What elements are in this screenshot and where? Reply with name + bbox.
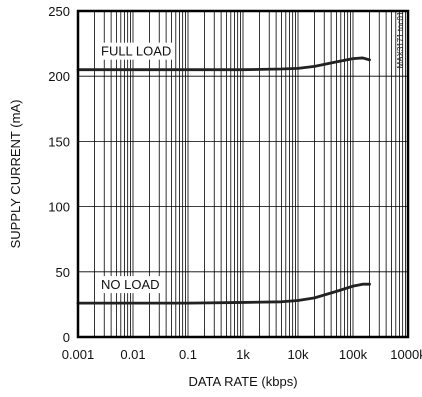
x-axis-title: DATA RATE (kbps) (188, 374, 297, 389)
plot-frame (76, 9, 410, 339)
x-tick-label: 0.001 (62, 347, 95, 362)
y-tick-label: 0 (63, 330, 70, 345)
x-tick-label: 100k (339, 347, 368, 362)
series-label: FULL LOAD (101, 44, 171, 59)
x-tick-label: 1k (236, 347, 250, 362)
grid (77, 10, 408, 338)
x-tick-label: 1000k (390, 347, 422, 362)
series-line (76, 56, 371, 72)
y-tick-label: 100 (48, 200, 70, 215)
series-label-background (98, 42, 175, 60)
y-tick-label: 150 (48, 134, 70, 149)
y-tick-label: 50 (56, 265, 70, 280)
y-tick-labels: 0 50 100 150 200 250 (48, 4, 70, 345)
series-label-background (98, 276, 163, 294)
x-tick-labels: 0.001 0.01 0.1 1k 10k 100k 1000k (62, 347, 422, 362)
x-tick-label: 0.1 (179, 347, 197, 362)
series-group (76, 56, 371, 305)
series-labels: FULL LOAD NO LOAD (98, 42, 175, 294)
y-tick-label: 200 (48, 69, 70, 84)
figure-code: MAX3171 toc01 (396, 11, 405, 68)
series-label: NO LOAD (101, 277, 160, 292)
series-line (76, 282, 371, 305)
y-tick-label: 250 (48, 4, 70, 19)
y-axis-title: SUPPLY CURRENT (mA) (8, 100, 23, 249)
x-tick-label: 0.01 (120, 347, 145, 362)
x-tick-label: 10k (288, 347, 309, 362)
